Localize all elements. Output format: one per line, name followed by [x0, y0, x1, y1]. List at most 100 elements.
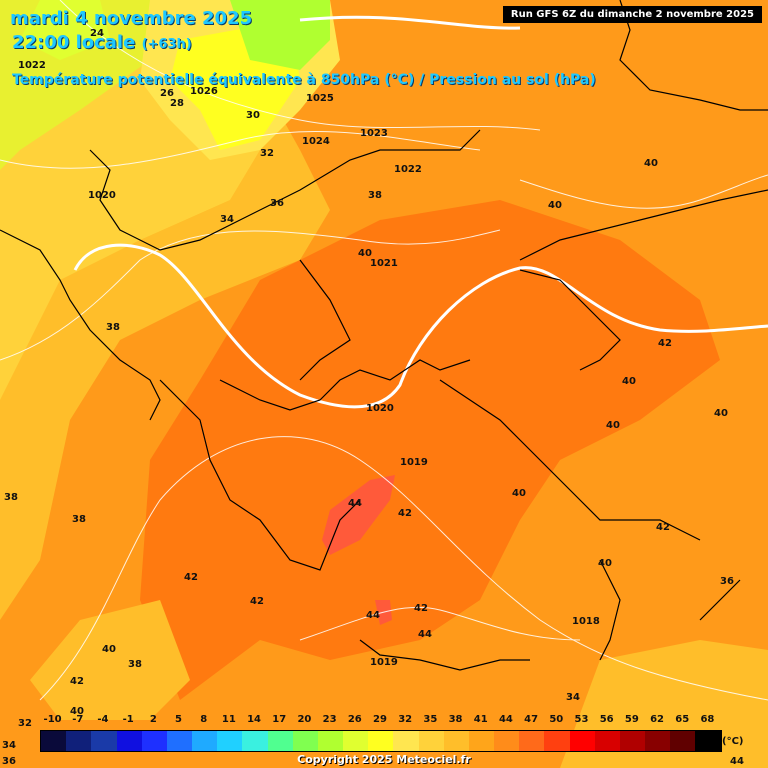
theta-label: 28 [170, 98, 184, 109]
pressure-label: 1025 [306, 93, 334, 104]
legend-swatch [141, 731, 167, 751]
theta-label: 34 [2, 740, 16, 751]
theta-label: 38 [128, 659, 142, 670]
pressure-label: 1018 [572, 616, 600, 627]
pressure-label: 1020 [88, 190, 116, 201]
theta-label: 38 [106, 322, 120, 333]
theta-label: 44 [418, 629, 432, 640]
theta-label: 40 [512, 488, 526, 499]
map-lead-time: (+63h) [141, 37, 192, 52]
theta-labels: 24 26 28 30 32 34 36 38 38 38 38 40 40 4… [2, 28, 744, 767]
field-zone-42 [140, 200, 720, 700]
pressure-label: 1019 [370, 657, 398, 668]
pressure-labels: 1022 1026 1025 1024 1023 1022 1021 1020 … [18, 60, 600, 668]
pressure-label: 1020 [366, 403, 394, 414]
legend-swatch [166, 731, 193, 751]
legend-tick: 35 [423, 714, 438, 725]
pressure-label: 1022 [18, 60, 46, 71]
legend-swatch [619, 731, 646, 751]
legend-tick: 29 [373, 714, 387, 725]
isobars [0, 0, 768, 701]
legend-tick: 23 [322, 714, 337, 725]
legend-tick: 44 [498, 714, 513, 725]
legend-tick: 11 [221, 714, 236, 725]
legend-swatch [41, 731, 67, 751]
theta-label: 42 [414, 603, 428, 614]
legend-tick: 20 [297, 714, 312, 725]
theta-label: 42 [656, 522, 670, 533]
map-field-title: Température potentielle équivalente à 85… [12, 72, 596, 88]
theta-label: 42 [658, 338, 672, 349]
pressure-label: 1026 [190, 86, 218, 97]
legend-swatch [468, 731, 495, 751]
legend-swatch [116, 731, 142, 751]
theta-label: 42 [70, 676, 84, 687]
legend-ticks: -10 -7 -4 -1 2 5 8 11 14 17 20 23 26 29 32 35 38 41 44 47 50… [40, 714, 720, 728]
legend-swatch [66, 731, 92, 751]
theta-label: 36 [2, 756, 16, 767]
theta-label: 38 [4, 492, 18, 503]
theta-label: 40 [606, 420, 620, 431]
legend-swatch [569, 731, 595, 751]
color-legend [40, 730, 722, 752]
field-zone-44 [322, 475, 395, 555]
field-zone-24 [20, 0, 110, 60]
theta-label: 34 [220, 214, 234, 225]
legend-tick: 8 [200, 714, 208, 725]
map-time: 22:00 locale (+63h) [12, 32, 192, 53]
legend-swatch [443, 731, 469, 751]
theta-label: 36 [720, 576, 734, 587]
legend-swatch [544, 731, 570, 751]
legend-swatch [192, 731, 218, 751]
legend-swatch [393, 731, 419, 751]
theta-label: 40 [622, 376, 636, 387]
copyright: Copyright 2025 Meteociel.fr [297, 753, 471, 766]
theta-label: 40 [598, 558, 612, 569]
theta-label: 44 [730, 756, 744, 767]
legend-swatch [594, 731, 620, 751]
legend-swatch [217, 731, 243, 751]
legend-tick: 2 [149, 714, 157, 725]
theta-label: 42 [398, 508, 412, 519]
theta-label: 40 [644, 158, 658, 169]
legend-tick: 17 [272, 714, 287, 725]
legend-tick: 32 [398, 714, 413, 725]
legend-tick: 50 [549, 714, 564, 725]
legend-unit: (°C) [722, 736, 744, 747]
map-time-value: 22:00 locale [12, 32, 136, 53]
theta-label: 42 [184, 572, 198, 583]
legend-tick: 26 [347, 714, 362, 725]
theta-label: 30 [246, 110, 260, 121]
legend-swatch [267, 731, 293, 751]
field-zone-26 [230, 0, 330, 70]
run-info-badge: Run GFS 6Z du dimanche 2 novembre 2025 [502, 6, 762, 23]
theta-label: 40 [714, 408, 728, 419]
pressure-label: 1022 [394, 164, 422, 175]
field-zone-38-southwest [30, 600, 190, 720]
theta-label: 44 [348, 498, 362, 509]
theta-label: 40 [548, 200, 562, 211]
legend-swatch [418, 731, 444, 751]
legend-tick: 14 [247, 714, 262, 725]
legend-tick: 53 [574, 714, 589, 725]
legend-tick: 68 [700, 714, 715, 725]
legend-tick: 56 [599, 714, 614, 725]
theta-label: 24 [90, 28, 104, 39]
theta-label: 42 [250, 596, 264, 607]
legend-tick: -10 [43, 714, 62, 725]
legend-swatch [91, 731, 117, 751]
legend-swatch [317, 731, 344, 751]
legend-tick: 62 [650, 714, 664, 725]
theta-label: 36 [270, 198, 284, 209]
coastlines-borders [0, 0, 768, 671]
isobar-north-thick [299, 15, 521, 30]
theta-label: 32 [260, 148, 274, 159]
theta-label: 38 [72, 514, 86, 525]
theta-label: 26 [160, 88, 174, 99]
legend-swatch [519, 731, 545, 751]
pressure-label: 1019 [400, 457, 428, 468]
field-zone-40-east [520, 480, 720, 640]
legend-tick: 38 [448, 714, 463, 725]
pressure-label: 1021 [370, 258, 398, 269]
